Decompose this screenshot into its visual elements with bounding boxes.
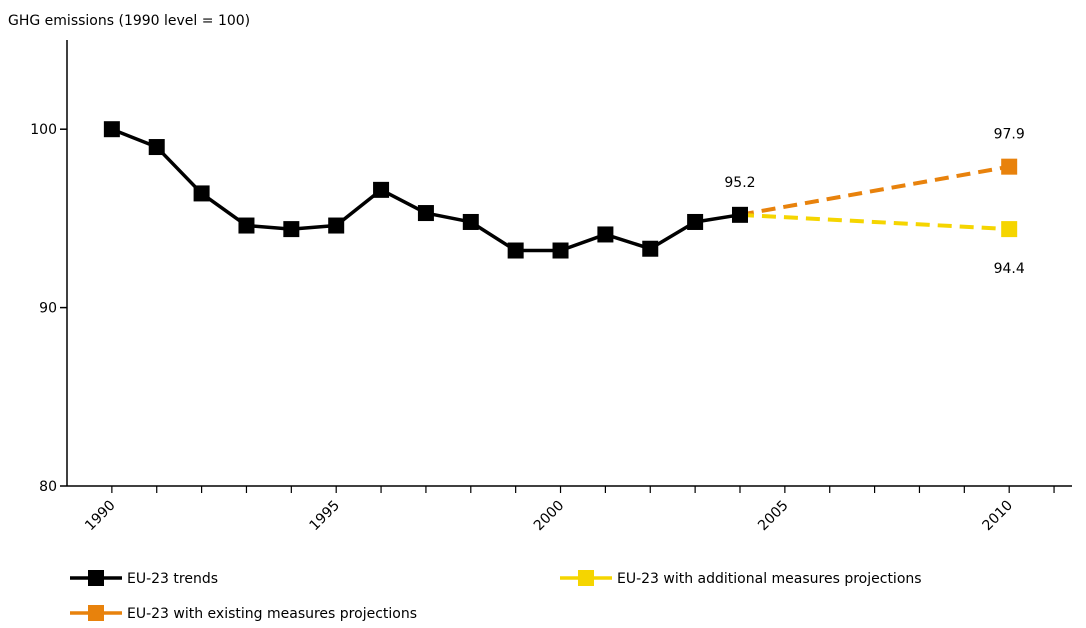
data-point bbox=[238, 217, 255, 234]
series-line bbox=[739, 212, 1010, 232]
data-point bbox=[552, 242, 569, 259]
legend-item-1: EU-23 with additional measures projectio… bbox=[560, 570, 922, 587]
data-point bbox=[283, 221, 300, 238]
legend-item-2: EU-23 with existing measures projections bbox=[70, 605, 417, 622]
series-line bbox=[739, 164, 1010, 217]
y-tick-label: 90 bbox=[39, 301, 57, 317]
data-label: 95.2 bbox=[724, 175, 755, 191]
data-point bbox=[507, 242, 524, 259]
legend-label: EU-23 with existing measures projections bbox=[127, 606, 417, 622]
data-point bbox=[328, 217, 345, 234]
series-1 bbox=[739, 212, 1018, 238]
data-point bbox=[642, 240, 659, 257]
legend: EU-23 trends EU-23 with additional measur… bbox=[70, 570, 922, 622]
data-point bbox=[417, 205, 434, 222]
x-tick-label: 1995 bbox=[307, 498, 344, 535]
axes: 80 90 100 1990 1995 2000 2005 2010 bbox=[30, 40, 1072, 534]
y-axis-title: GHG emissions (1990 level = 100) bbox=[8, 13, 250, 29]
x-tick-label: 1990 bbox=[82, 498, 119, 535]
series-0 bbox=[103, 121, 748, 259]
x-tick-label: 2000 bbox=[531, 498, 568, 535]
data-point bbox=[148, 139, 165, 156]
data-point bbox=[373, 181, 390, 198]
legend-item-0: EU-23 trends bbox=[70, 570, 218, 587]
y-tick-label: 80 bbox=[39, 479, 57, 495]
legend-label: EU-23 with additional measures projectio… bbox=[617, 571, 922, 587]
data-point bbox=[1001, 221, 1018, 238]
data-point bbox=[597, 226, 614, 243]
series-2 bbox=[739, 158, 1018, 217]
data-point bbox=[462, 213, 479, 230]
data-point bbox=[103, 121, 120, 138]
data-labels: 95.2 97.9 94.4 bbox=[724, 127, 1024, 277]
data-point bbox=[1001, 158, 1018, 175]
data-label: 94.4 bbox=[994, 261, 1025, 277]
y-tick-label: 100 bbox=[30, 122, 57, 138]
legend-swatch-marker bbox=[88, 605, 104, 621]
series-layer bbox=[103, 121, 1018, 259]
data-point bbox=[193, 185, 210, 202]
data-point bbox=[731, 206, 748, 223]
legend-swatch-marker bbox=[578, 570, 594, 586]
data-label: 97.9 bbox=[994, 127, 1025, 143]
legend-swatch-marker bbox=[88, 570, 104, 586]
legend-label: EU-23 trends bbox=[127, 571, 218, 587]
data-point bbox=[687, 213, 704, 230]
x-tick-label: 2010 bbox=[980, 498, 1017, 535]
x-tick-label: 2005 bbox=[755, 498, 792, 535]
